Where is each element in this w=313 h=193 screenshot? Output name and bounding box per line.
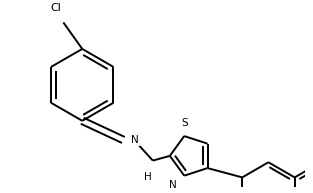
- Text: N: N: [131, 135, 139, 145]
- Text: S: S: [181, 118, 187, 128]
- Text: H: H: [144, 172, 152, 182]
- Text: Cl: Cl: [50, 3, 61, 13]
- Text: N: N: [169, 180, 177, 190]
